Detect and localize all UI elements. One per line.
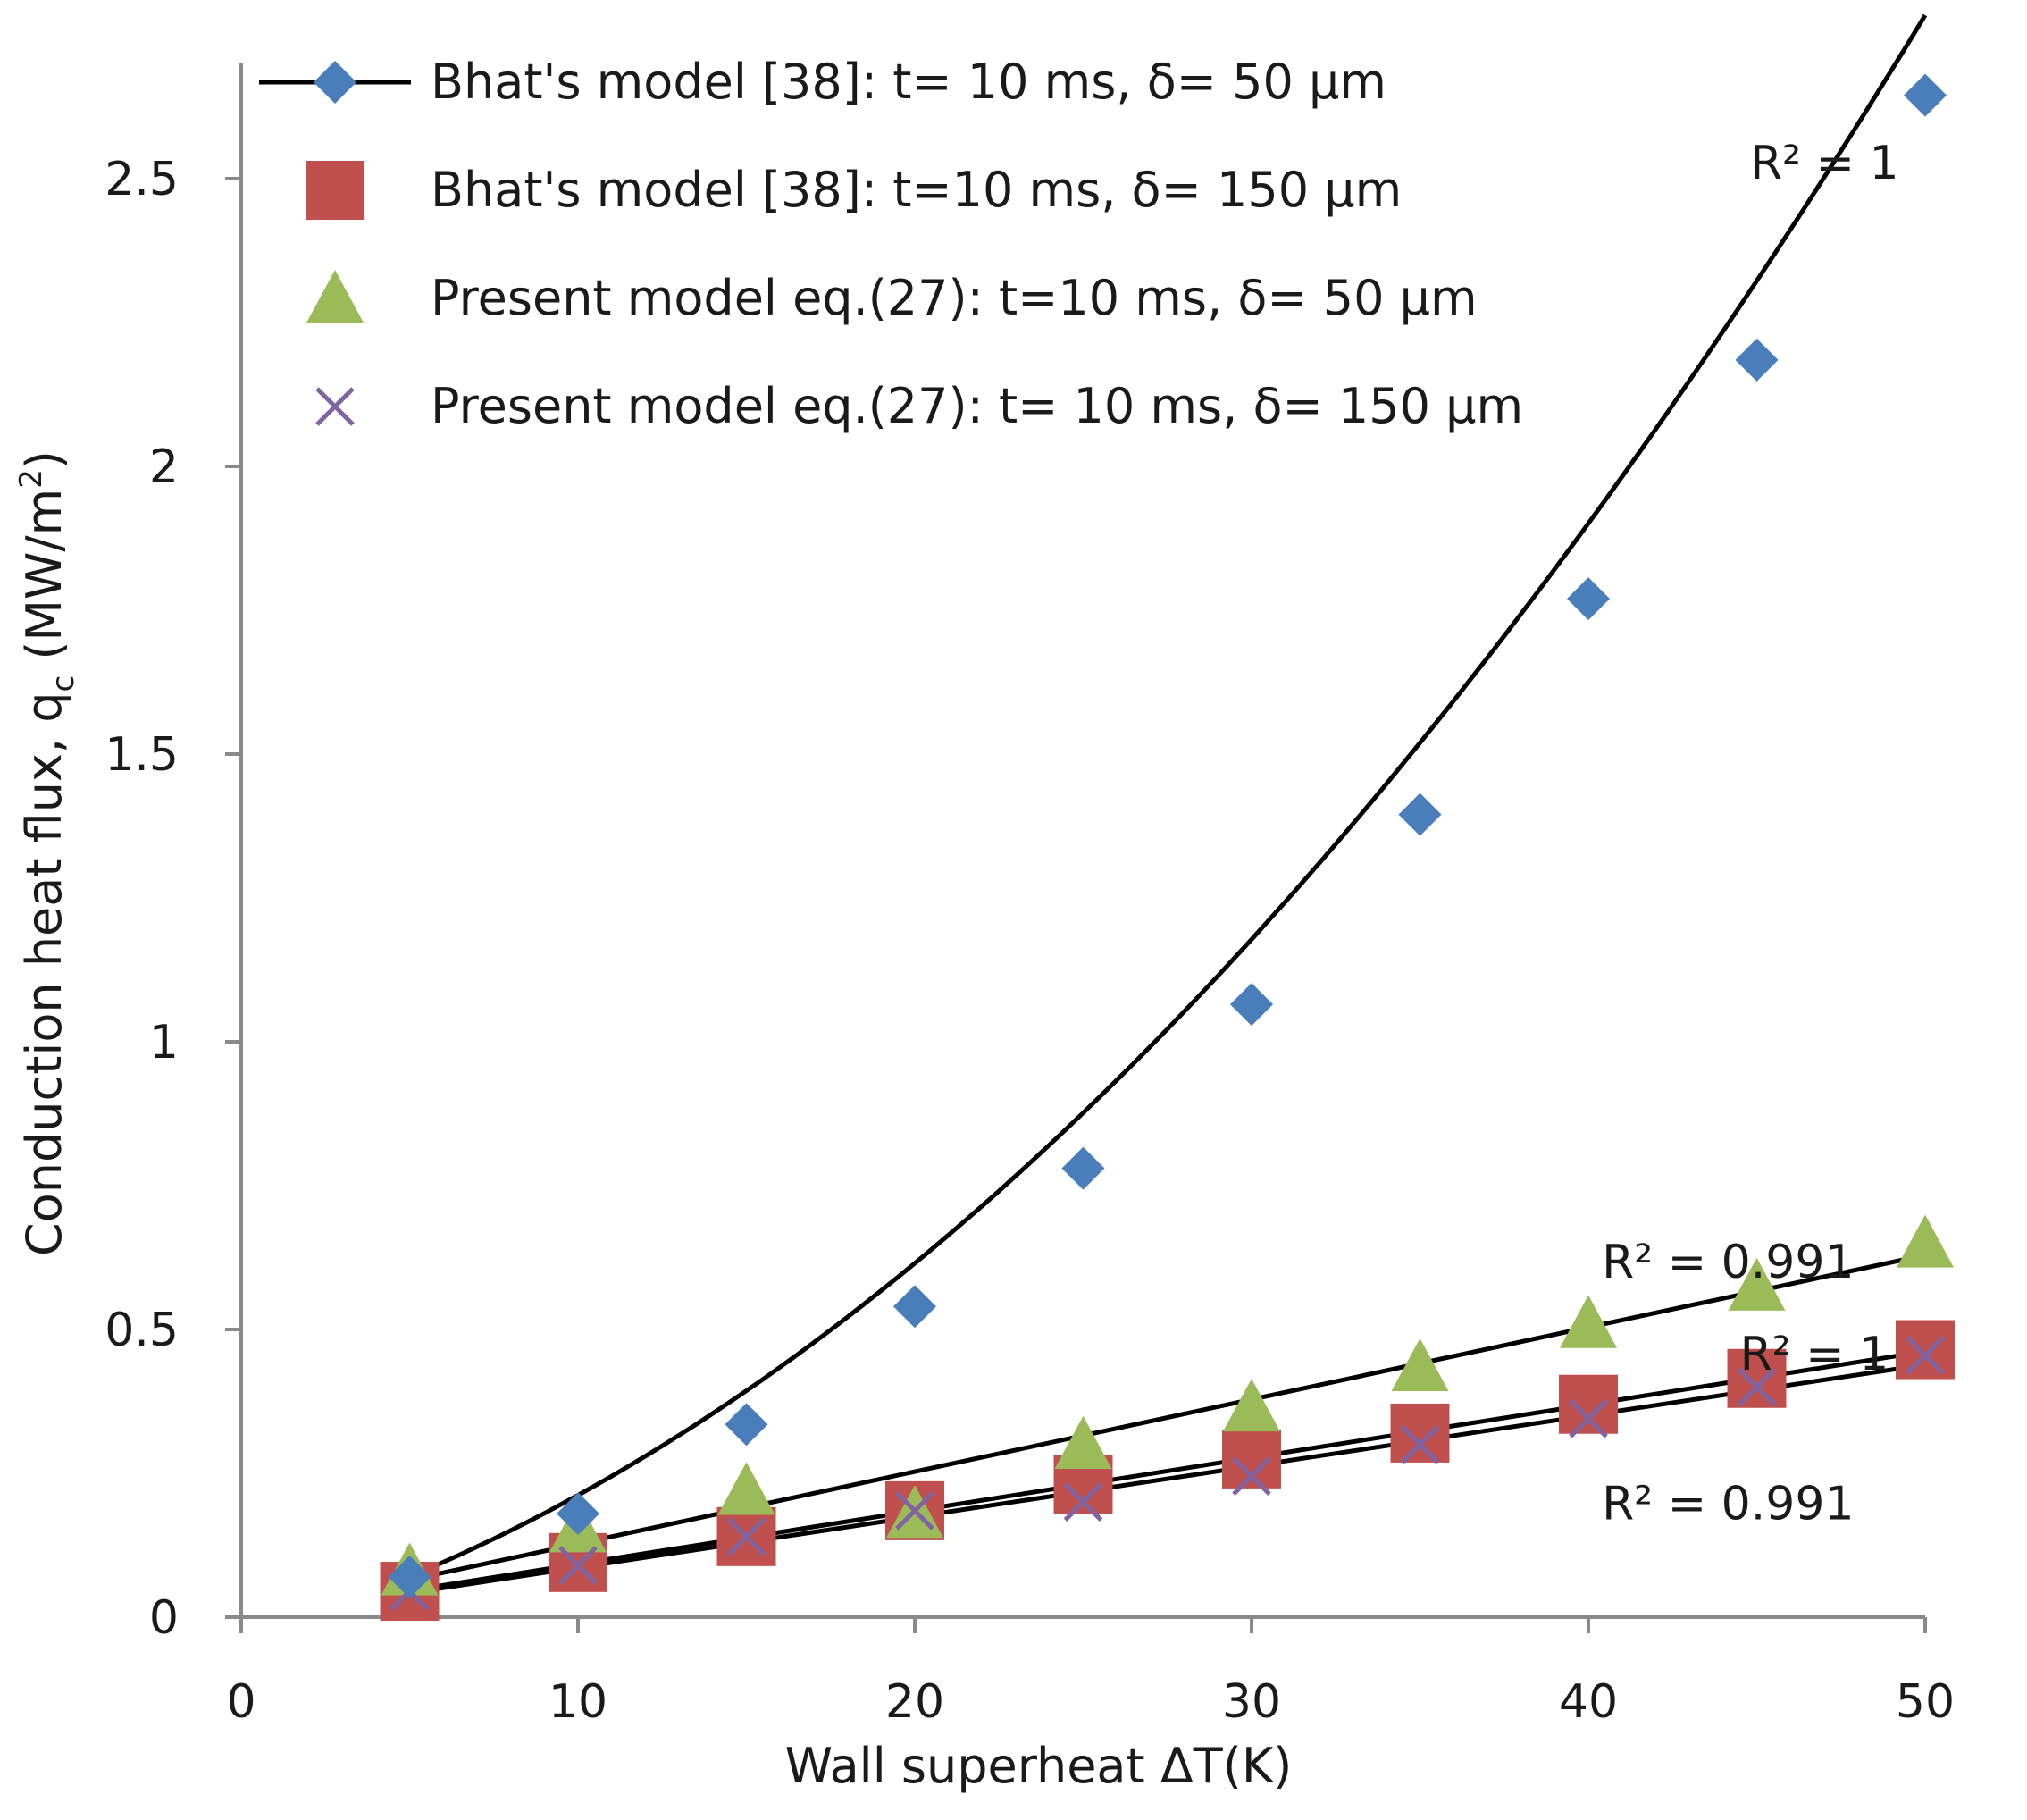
data-point [893, 1285, 936, 1329]
series-1-points [388, 73, 1947, 1598]
trendline-series-4 [409, 1362, 1926, 1596]
x-tick-label: 10 [549, 1675, 607, 1729]
x-tick-label: 20 [885, 1675, 944, 1729]
r-squared-label: R² = 0.991 [1602, 1478, 1854, 1531]
legend-item-3: Present model eq.(27): t=10 ms, δ= 50 µm [306, 270, 1478, 326]
trendlines [408, 13, 1928, 1596]
axes [239, 63, 1925, 1619]
x-tick-label: 30 [1222, 1675, 1281, 1729]
legend-label: Present model eq.(27): t= 10 ms, δ= 150 … [431, 378, 1523, 434]
data-point [1400, 1425, 1440, 1464]
x-tick-label: 50 [1896, 1675, 1955, 1729]
y-tick-label: 1 [149, 1016, 179, 1069]
data-point [1735, 338, 1779, 382]
legend-label: Bhat's model [38]: t=10 ms, δ= 150 µm [431, 162, 1402, 218]
data-point [1061, 1146, 1105, 1190]
y-axis-label: Conduction heat flux, qc (MW/m2) [13, 450, 81, 1256]
legend-marker [306, 270, 364, 323]
legend-item-2: Bhat's model [38]: t=10 ms, δ= 150 µm [306, 161, 1402, 220]
legend-item-4: Present model eq.(27): t= 10 ms, δ= 150 … [315, 378, 1523, 434]
data-point [1897, 1214, 1954, 1268]
y-axis-label-main: Conduction heat flux, q [16, 692, 72, 1255]
y-tick-label: 0 [149, 1591, 179, 1645]
x-tick-label: 40 [1559, 1675, 1618, 1729]
trendline-series-2 [409, 1349, 1926, 1593]
data-point [1063, 1482, 1103, 1522]
data-point [388, 1555, 431, 1598]
data-point [1230, 983, 1273, 1027]
y-tick-label: 2 [149, 440, 179, 494]
r2-labels: R² = 1 R² = 0.991 R² = 1 R² = 0.991 [1602, 137, 1899, 1531]
r-squared-label: R² = 1 [1750, 137, 1899, 190]
data-point [1567, 577, 1610, 621]
data-point [1906, 1336, 1945, 1375]
series-4-points [389, 1336, 1945, 1611]
r-squared-label: R² = 0.991 [1602, 1236, 1854, 1289]
data-point [1569, 1399, 1608, 1438]
x-axis-label: Wall superheat ΔT(K) [785, 1738, 1293, 1794]
r-squared-label: R² = 1 [1740, 1328, 1889, 1381]
data-point [1737, 1367, 1777, 1407]
data-point [1390, 1403, 1450, 1463]
legend-marker [315, 387, 355, 426]
data-point [1559, 1374, 1618, 1434]
legend-marker [306, 161, 364, 220]
data-point [1232, 1456, 1271, 1496]
data-point [557, 1492, 599, 1536]
legend-item-1: Bhat's model [38]: t= 10 ms, δ= 50 µm [259, 54, 1386, 110]
data-point [726, 1517, 766, 1556]
data-point [1896, 1320, 1955, 1380]
x-tick-label: 0 [226, 1675, 255, 1729]
data-point [717, 1462, 775, 1515]
data-point [895, 1491, 934, 1531]
y-axis-label-sup: 2 [13, 469, 49, 489]
y-tick-label: 2.5 [105, 153, 179, 206]
y-axis-label-sub: c [46, 675, 81, 692]
marks [380, 73, 1955, 1622]
data-point [725, 1403, 768, 1447]
data-point [1391, 1338, 1449, 1392]
data-point [1223, 1378, 1280, 1432]
trendline-series-3 [408, 1253, 1926, 1582]
data-point [1727, 1348, 1787, 1408]
data-point [1398, 793, 1442, 836]
y-axis-label-close: ) [16, 450, 72, 469]
y-tick-label: 1.5 [105, 728, 179, 782]
legend-label: Present model eq.(27): t=10 ms, δ= 50 µm [431, 270, 1478, 326]
y-tick-label: 0.5 [105, 1304, 179, 1357]
legend-marker [314, 61, 356, 104]
y-axis-label-unit: (MW/m [16, 489, 72, 675]
data-point [558, 1546, 598, 1585]
data-point [1904, 73, 1947, 117]
ticks: 0 10 20 30 40 50 0 0.5 1 1.5 2 2.5 [105, 153, 1955, 1729]
legend: Bhat's model [38]: t= 10 ms, δ= 50 µm Bha… [259, 54, 1523, 434]
legend-label: Bhat's model [38]: t= 10 ms, δ= 50 µm [431, 54, 1386, 110]
data-point [1222, 1429, 1281, 1489]
data-point [1054, 1415, 1112, 1469]
data-point [1728, 1257, 1786, 1311]
data-point [1560, 1295, 1617, 1348]
trendline-series-1 [408, 13, 1928, 1579]
